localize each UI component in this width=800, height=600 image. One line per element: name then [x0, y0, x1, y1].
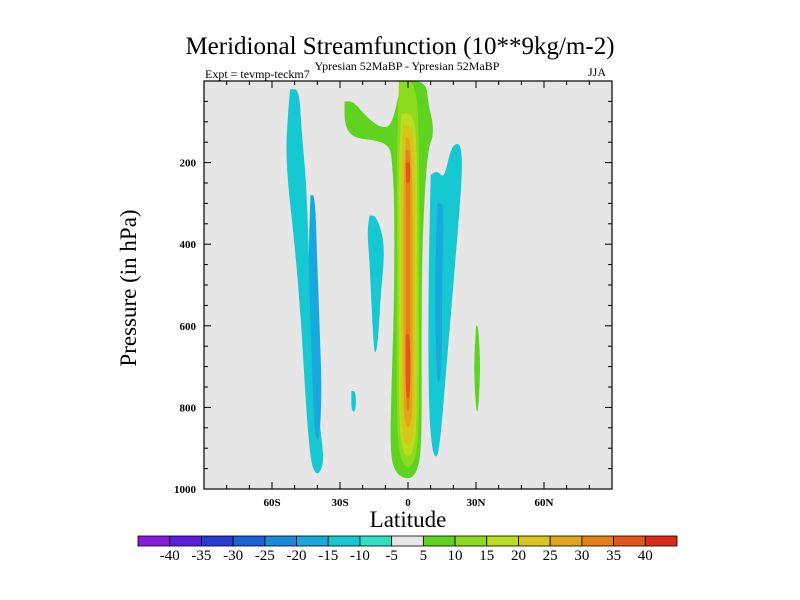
colorbar-label: 15 — [479, 548, 494, 564]
contour-sh-outer-core — [308, 195, 322, 440]
x-tick-label: 60S — [263, 497, 280, 509]
y-tick-label: 400 — [180, 239, 197, 251]
axis-ticks: 60S 30S 0 30N 60N 200 400 600 800 1000 — [174, 81, 612, 509]
contour-sh-inner-cell — [367, 215, 384, 353]
colorbar-label: -20 — [287, 548, 307, 564]
colorbar-label: -30 — [223, 548, 243, 564]
x-tick-label: 0 — [405, 497, 411, 509]
y-tick-label: 1000 — [174, 484, 197, 496]
colorbar-label: 10 — [448, 548, 463, 564]
y-tick-label: 800 — [180, 402, 197, 414]
x-tick-label: 30N — [467, 497, 486, 509]
colorbar-label: 5 — [420, 548, 428, 564]
colorbar: -40 -35 -30 -25 -20 -15 -10 -5 5 10 15 20 25 30 35 40 — [137, 535, 678, 564]
colorbar-swatch — [264, 535, 297, 547]
contour-small-cell-north — [474, 325, 480, 412]
chart-title: Meridional Streamfunction (10**9kg/m-2) — [185, 33, 614, 60]
colorbar-label: -40 — [160, 548, 180, 564]
contour-jet-35-lower — [405, 334, 411, 400]
contour-nh-inner-cell — [428, 143, 462, 457]
x-tick-label: 60N — [535, 497, 554, 509]
colorbar-swatch — [137, 535, 171, 547]
chart-subtitle-center: Ypresian 52MaBP - Ypresian 52MaBP — [315, 59, 500, 73]
colorbar-label: 25 — [543, 548, 558, 564]
x-axis-label: Latitude — [370, 507, 447, 532]
colorbar-label: -10 — [350, 548, 370, 564]
contour-jet-35-upper — [405, 162, 411, 184]
contour-fills — [286, 81, 480, 479]
colorbar-swatch — [613, 535, 646, 547]
colorbar-swatch — [454, 535, 488, 547]
colorbar-swatch — [232, 535, 266, 547]
colorbar-label: -35 — [191, 548, 211, 564]
contour-small-cell-south — [351, 391, 356, 412]
colorbar-swatch — [169, 535, 202, 547]
colorbar-swatch — [422, 535, 456, 547]
colorbar-swatch — [296, 535, 329, 547]
y-tick-label: 600 — [180, 321, 197, 333]
plot-area: 60S 30S 0 30N 60N 200 400 600 800 1000 — [174, 80, 613, 509]
colorbar-swatch — [201, 535, 234, 547]
colorbar-swatch — [581, 535, 614, 547]
colorbar-label: -15 — [318, 548, 338, 564]
contour-nh-inner-core — [435, 203, 444, 383]
colorbar-label: -5 — [385, 548, 398, 564]
colorbar-label: 30 — [574, 548, 589, 564]
chart-subtitle-left: Expt = tevmp-teckm7 — [205, 67, 310, 81]
colorbar-label: 40 — [638, 548, 653, 564]
colorbar-label: 20 — [511, 548, 526, 564]
colorbar-swatch — [486, 535, 519, 547]
colorbar-swatch — [644, 535, 678, 547]
y-tick-label: 200 — [180, 158, 197, 170]
chart-subtitle-right: JJA — [588, 65, 606, 79]
colorbar-label: 35 — [606, 548, 621, 564]
y-axis-label: Pressure (in hPa) — [116, 209, 141, 366]
colorbar-swatch — [549, 535, 583, 547]
colorbar-swatch — [359, 535, 393, 547]
colorbar-label: -25 — [255, 548, 275, 564]
colorbar-swatch — [391, 535, 424, 547]
colorbar-swatch — [327, 535, 361, 547]
colorbar-swatch — [518, 535, 551, 547]
x-tick-label: 30S — [331, 497, 348, 509]
